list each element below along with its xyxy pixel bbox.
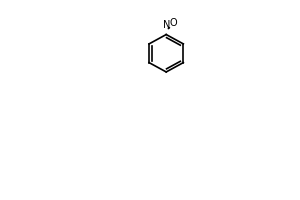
Text: O: O (169, 18, 177, 28)
Text: N: N (163, 20, 170, 30)
